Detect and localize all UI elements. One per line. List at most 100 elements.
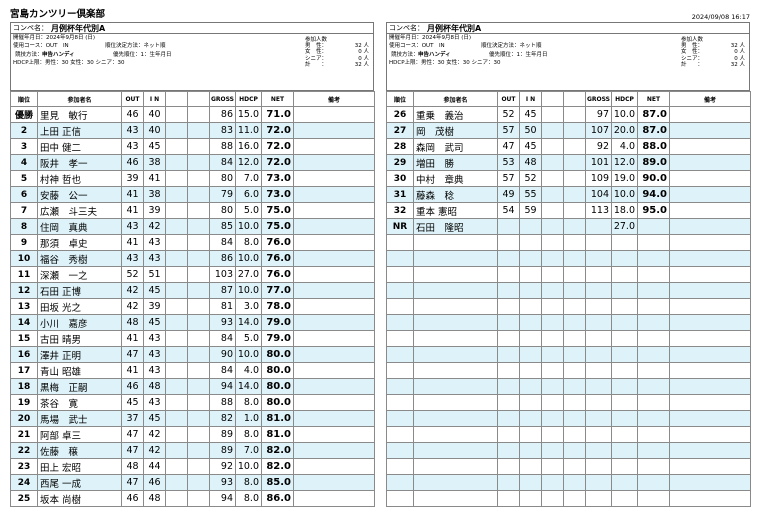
priority: 優先順位：1：生年月日: [489, 51, 548, 58]
table-row: [386, 282, 751, 299]
table-row: [386, 442, 751, 459]
blank-cell: [541, 474, 564, 491]
out-score-cell: 45: [121, 394, 144, 411]
gross-score-cell: [585, 474, 612, 491]
table-row: 19 茶谷 寛 45 43 88 8.0 80.0: [10, 394, 375, 411]
rank-cell: [386, 426, 414, 443]
net-score-cell: 72.0: [261, 122, 294, 139]
table-row: 17 青山 昭雄 41 43 84 4.0 80.0: [10, 362, 375, 379]
blank-cell: [541, 346, 564, 363]
hdcp-cell: [611, 394, 638, 411]
gross-score-cell: [585, 442, 612, 459]
out-score-cell: [497, 298, 520, 315]
in-score-cell: 38: [143, 154, 166, 171]
in-score-cell: [519, 298, 542, 315]
hdcp-cell: 27.0: [611, 218, 638, 235]
gross-score-cell: [585, 394, 612, 411]
club-name: 宮島カンツリー倶楽部: [10, 9, 106, 20]
out-score-cell: 47: [121, 474, 144, 491]
blank-cell: [187, 330, 210, 347]
table-row: 18 黒梅 正嗣 46 48 94 14.0 80.0: [10, 378, 375, 395]
out-score-cell: 41: [121, 330, 144, 347]
rank-cell: 25: [10, 490, 38, 507]
hdcp-cell: 8.0: [235, 234, 262, 251]
gross-score-cell: 88: [209, 138, 236, 155]
blank-cell: [563, 490, 586, 507]
gross-score-cell: 113: [585, 202, 612, 219]
player-name-cell: 坂本 尚樹: [37, 490, 122, 507]
blank-cell: [563, 346, 586, 363]
rank-cell: 3: [10, 138, 38, 155]
out-score-cell: 39: [121, 170, 144, 187]
remarks-cell: [293, 490, 375, 507]
player-name-cell: 石田 隆昭: [413, 218, 498, 235]
out-score-cell: [497, 218, 520, 235]
print-datetime: 2024/09/08 16:17: [691, 13, 750, 21]
rank-cell: 11: [10, 266, 38, 283]
rank-cell: 32: [386, 202, 414, 219]
table-row: 14 小川 嘉彦 48 45 93 14.0 79.0: [10, 314, 375, 331]
hdcp-cell: 18.0: [611, 202, 638, 219]
table-row: 16 澤井 正明 47 43 90 10.0 80.0: [10, 346, 375, 363]
out-score-cell: 46: [121, 378, 144, 395]
rank-cell: [386, 442, 414, 459]
table-row: [386, 490, 751, 507]
remarks-cell: [669, 266, 751, 283]
count-label: 女 性：: [305, 49, 328, 56]
remarks-cell: [669, 234, 751, 251]
player-name-cell: 古田 晴男: [37, 330, 122, 347]
in-score-cell: 51: [143, 266, 166, 283]
in-score-cell: 42: [143, 442, 166, 459]
blank-cell: [541, 218, 564, 235]
blank-cell: [563, 362, 586, 379]
count-value: 0 人: [358, 49, 369, 56]
gross-score-cell: 109: [585, 170, 612, 187]
blank-cell: [187, 202, 210, 219]
blank-cell: [165, 234, 188, 251]
blank-cell: [563, 394, 586, 411]
table-row: [386, 250, 751, 267]
out-score-cell: [497, 410, 520, 427]
blank-cell: [187, 266, 210, 283]
player-name-cell: [413, 330, 498, 347]
blank-cell: [187, 378, 210, 395]
hdcp-limit: HDCP上限：男性：30 女性：30 シニア：30: [389, 60, 501, 67]
held-date: 開催年月日：2024年9月8日 (日): [13, 35, 96, 41]
in-score-cell: [519, 250, 542, 267]
out-score-cell: 52: [121, 266, 144, 283]
gross-score-cell: 103: [209, 266, 236, 283]
hdcp-cell: 8.0: [235, 426, 262, 443]
blank-cell: [541, 282, 564, 299]
hdcp-cell: 11.0: [235, 122, 262, 139]
out-score-cell: 48: [121, 314, 144, 331]
hdcp-cell: [611, 474, 638, 491]
out-score-cell: 41: [121, 234, 144, 251]
gross-score-cell: [585, 458, 612, 475]
count-value: 32 人: [730, 43, 745, 50]
in-score-cell: 45: [143, 138, 166, 155]
player-name-cell: 石田 正博: [37, 282, 122, 299]
rank-cell: 14: [10, 314, 38, 331]
gross-score-cell: [585, 490, 612, 507]
in-score-cell: 45: [143, 410, 166, 427]
remarks-cell: [669, 458, 751, 475]
player-name-cell: 澤井 正明: [37, 346, 122, 363]
player-name-cell: 阿部 卓三: [37, 426, 122, 443]
hdcp-cell: 14.0: [235, 378, 262, 395]
blank-cell: [165, 426, 188, 443]
out-score-cell: 54: [497, 202, 520, 219]
table-row: [386, 346, 751, 363]
rank-cell: [386, 458, 414, 475]
blank-cell: [563, 218, 586, 235]
net-score-cell: 80.0: [261, 378, 294, 395]
blank-cell: [541, 490, 564, 507]
in-score-cell: 43: [143, 234, 166, 251]
participant-counts: 参加人数 男 性： 32 人 女 性： 0 人 シニア： 0 人 計 ： 32 人: [305, 37, 369, 68]
blank-cell: [165, 474, 188, 491]
gross-score-cell: [585, 218, 612, 235]
player-name-cell: [413, 490, 498, 507]
player-name-cell: 重本 憲昭: [413, 202, 498, 219]
play-method-label: 競技方法：: [391, 51, 419, 58]
out-score-cell: 43: [121, 218, 144, 235]
rank-cell: 16: [10, 346, 38, 363]
